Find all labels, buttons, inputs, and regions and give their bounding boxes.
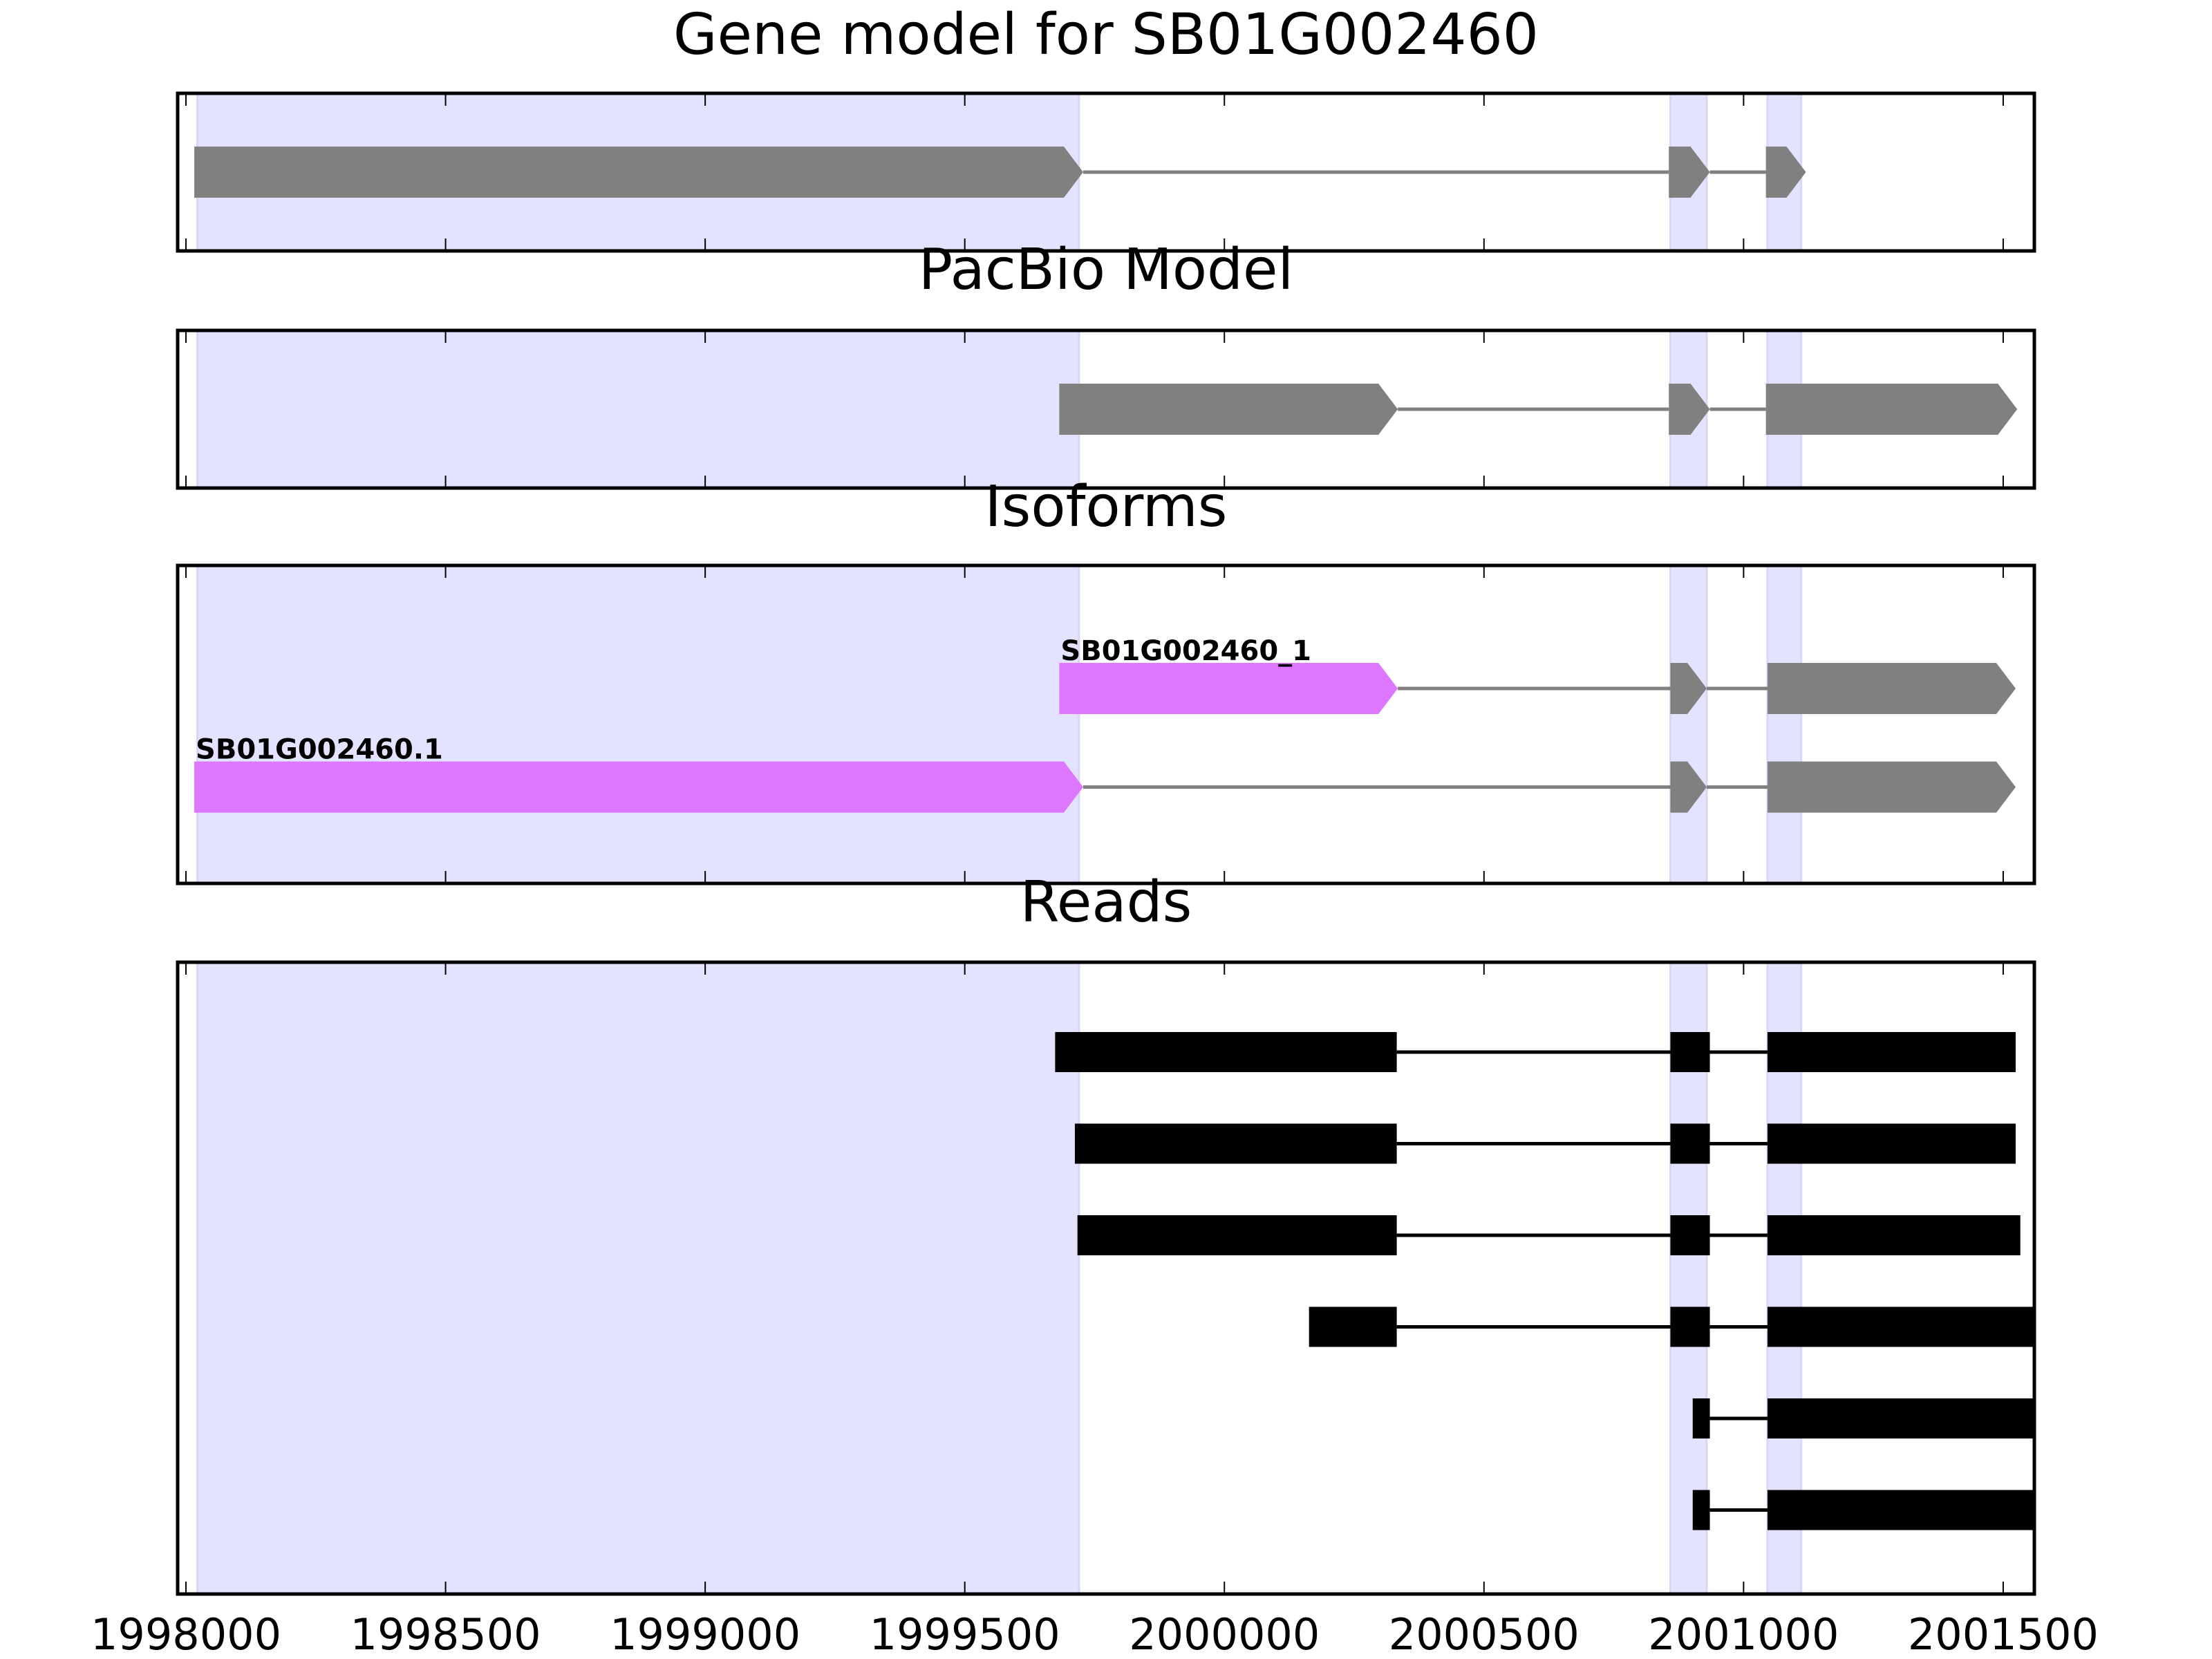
read-block <box>1670 1032 1710 1072</box>
read-block <box>1670 1215 1710 1255</box>
shaded-region <box>1669 564 1708 885</box>
read-block <box>1670 1306 1710 1347</box>
panel-isoforms: Isoforms SB01G002460_1 SB01G002460.1 <box>176 474 2036 885</box>
shaded-region <box>196 564 1080 885</box>
read-block <box>1767 1490 2034 1530</box>
transcript-row <box>1059 384 2018 435</box>
exon-arrow <box>1765 147 1806 198</box>
panel-gene-model-for-sb01g002460: Gene model for SB01G002460 <box>176 2 2036 253</box>
exon-arrow <box>1765 384 2018 435</box>
x-tick-label: 2001500 <box>1908 1609 2099 1659</box>
panel-title: Isoforms <box>985 474 1228 540</box>
shaded-region <box>196 961 1080 1595</box>
exon-arrow <box>194 147 1083 198</box>
transcript-row: SB01G002460_1 <box>1059 635 2016 715</box>
read-block <box>1767 1306 2034 1347</box>
shaded-region <box>1766 564 1803 885</box>
x-tick-label: 2001000 <box>1648 1609 1839 1659</box>
read-block <box>1309 1306 1397 1347</box>
read-row <box>1692 1398 2034 1438</box>
read-block <box>1074 1123 1397 1164</box>
read-row <box>1077 1215 2021 1255</box>
shaded-region <box>196 329 1080 489</box>
x-tick-label: 2000500 <box>1389 1609 1580 1659</box>
exon-arrow <box>194 761 1083 813</box>
exon-arrow <box>1059 663 1398 715</box>
read-row <box>1055 1032 2016 1072</box>
exon-arrow <box>1059 384 1398 435</box>
read-block <box>1670 1123 1710 1164</box>
read-block <box>1767 1123 2016 1164</box>
exon-arrow <box>1670 663 1707 715</box>
transcript-row <box>194 147 1806 198</box>
transcript-row: SB01G002460.1 <box>194 734 2016 813</box>
read-row <box>1692 1490 2034 1530</box>
read-row <box>1309 1306 2034 1347</box>
isoform-label: SB01G002460_1 <box>1060 635 1311 667</box>
isoform-label: SB01G002460.1 <box>196 734 443 766</box>
axes-frame <box>176 328 2036 490</box>
x-tick-label: 1999000 <box>610 1609 800 1659</box>
x-tick-label: 1999500 <box>870 1609 1060 1659</box>
exon-arrow <box>1767 663 2016 715</box>
x-tick-label: 1998500 <box>350 1609 541 1659</box>
read-block <box>1692 1398 1710 1438</box>
read-block <box>1692 1490 1710 1530</box>
panel-title: PacBio Model <box>919 237 1294 303</box>
axes-frame <box>176 91 2036 253</box>
axes-frame <box>176 563 2036 885</box>
exon-arrow <box>1670 761 1707 813</box>
axes-frame <box>176 960 2036 1596</box>
exon-arrow <box>1767 761 2016 813</box>
panel-title: Reads <box>1020 870 1192 935</box>
panel-pacbio-model: PacBio Model <box>176 237 2036 490</box>
read-row <box>1074 1123 2016 1164</box>
read-block <box>1767 1215 2021 1255</box>
read-block <box>1077 1215 1397 1255</box>
exon-arrow <box>1669 147 1710 198</box>
read-block <box>1767 1032 2016 1072</box>
x-tick-label: 1998000 <box>91 1609 281 1659</box>
panel-title: Gene model for SB01G002460 <box>673 2 1539 68</box>
read-block <box>1767 1398 2034 1438</box>
x-tick-label: 2000000 <box>1129 1609 1320 1659</box>
read-block <box>1055 1032 1397 1072</box>
panel-reads: Reads 1998000 1998500 1999000 1999500 2000000… <box>91 870 2099 1659</box>
exon-arrow <box>1669 384 1710 435</box>
